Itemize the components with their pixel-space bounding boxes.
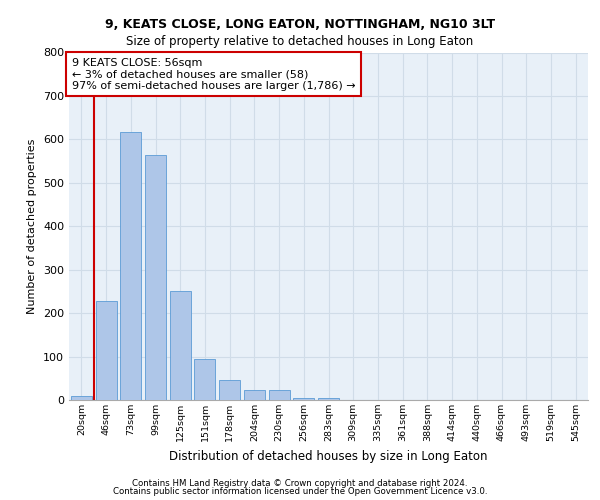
Y-axis label: Number of detached properties: Number of detached properties [28, 138, 37, 314]
Bar [293, 398, 314, 400]
Bar [269, 390, 290, 400]
Text: Contains HM Land Registry data © Crown copyright and database right 2024.: Contains HM Land Registry data © Crown c… [132, 478, 468, 488]
Text: 9 KEATS CLOSE: 56sqm
← 3% of detached houses are smaller (58)
97% of semi-detach: 9 KEATS CLOSE: 56sqm ← 3% of detached ho… [71, 58, 355, 91]
Bar [120, 132, 141, 400]
Text: Contains public sector information licensed under the Open Government Licence v3: Contains public sector information licen… [113, 488, 487, 496]
Bar [170, 292, 191, 400]
Bar [244, 390, 265, 400]
Bar [145, 154, 166, 400]
Text: 9, KEATS CLOSE, LONG EATON, NOTTINGHAM, NG10 3LT: 9, KEATS CLOSE, LONG EATON, NOTTINGHAM, … [105, 18, 495, 30]
Bar [318, 398, 339, 400]
Text: Size of property relative to detached houses in Long Eaton: Size of property relative to detached ho… [127, 35, 473, 48]
Bar [219, 380, 240, 400]
Bar [194, 358, 215, 400]
X-axis label: Distribution of detached houses by size in Long Eaton: Distribution of detached houses by size … [169, 450, 488, 462]
Bar [95, 301, 116, 400]
Bar [71, 396, 92, 400]
